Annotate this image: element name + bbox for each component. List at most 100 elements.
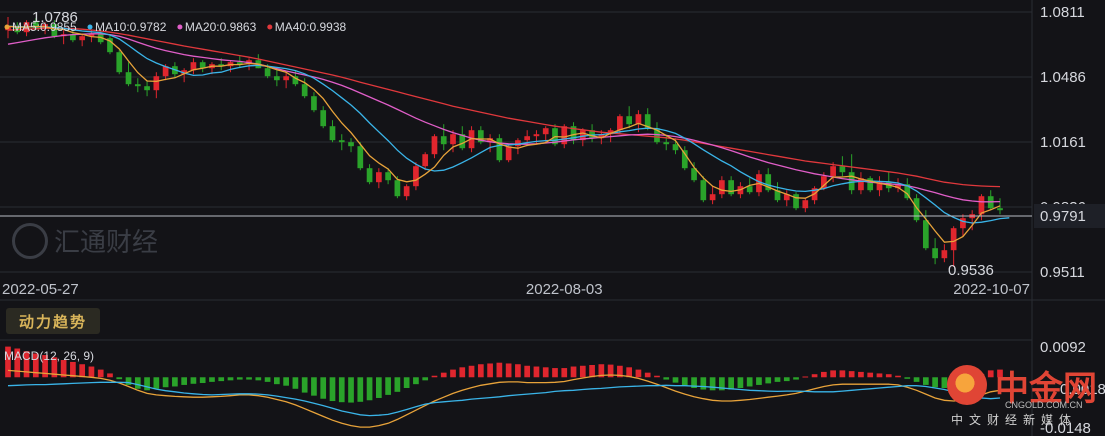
macd-histogram-bar <box>88 366 95 378</box>
candle-body <box>348 142 354 147</box>
current-price-box <box>1034 204 1105 228</box>
macd-histogram-bar <box>895 375 901 378</box>
candle-body <box>533 134 540 137</box>
candle-body <box>190 62 197 71</box>
candle-body <box>51 24 58 37</box>
macd-histogram-bar <box>79 364 86 378</box>
candle-body <box>681 150 688 169</box>
candle-body <box>264 68 271 77</box>
macd-histogram-bar <box>181 377 187 385</box>
macd-histogram-bar <box>153 377 160 389</box>
candle-body <box>144 86 150 91</box>
price-tick-label: 1.0486 <box>1040 69 1086 86</box>
candle-body <box>311 96 317 111</box>
macd-histogram-bar <box>162 377 169 388</box>
macd-histogram-bar <box>987 370 994 378</box>
macd-histogram-bar <box>459 367 466 378</box>
macd-histogram-bar <box>14 348 21 378</box>
macd-histogram-bar <box>338 377 345 403</box>
candle-body <box>932 248 938 259</box>
candle-body <box>338 140 345 143</box>
candle-body <box>997 208 1003 211</box>
candle-body <box>728 180 734 195</box>
moving-average-lines <box>7 25 1010 243</box>
panel-title-badge[interactable]: 动力趋势 <box>6 308 100 334</box>
macd-histogram-bar <box>348 377 354 403</box>
macd-histogram-bar <box>542 367 549 378</box>
macd-histogram-bar <box>5 346 11 378</box>
macd-histogram-bar <box>236 377 243 380</box>
candle-body <box>524 136 531 141</box>
legend-dot <box>87 24 93 30</box>
candle-body <box>570 126 577 141</box>
candle-body <box>505 146 512 161</box>
candle-body <box>672 144 679 151</box>
candle-body <box>783 194 790 201</box>
macd-histogram-bar <box>116 377 123 380</box>
macd-histogram-bar <box>607 364 614 378</box>
macd-histogram-bar <box>385 377 391 395</box>
macd-histogram-bar <box>913 377 920 382</box>
macd-label: MACD(12, 26, 9) <box>4 349 94 363</box>
candle-body <box>199 62 206 69</box>
legend-label: MA40:0.9938 <box>275 20 347 34</box>
macd-histogram-bar <box>821 371 827 378</box>
candle-body <box>802 200 809 209</box>
macd-histogram-bar <box>533 366 540 378</box>
candle-body <box>579 130 586 141</box>
candle-body <box>320 110 327 127</box>
macd-histogram-bar <box>617 365 623 378</box>
macd-histogram-bar <box>941 377 948 388</box>
macd-histogram-bar <box>570 366 577 378</box>
macd-histogram-bar <box>997 369 1003 378</box>
macd-histogram-bar <box>904 377 911 379</box>
macd-histogram-bar <box>830 370 836 378</box>
macd-histogram-bar <box>301 377 308 393</box>
macd-histogram-bar <box>311 377 317 396</box>
date-label: 2022-08-03 <box>526 281 603 298</box>
macd-histogram-bar <box>394 377 401 392</box>
macd-histogram-bar <box>672 377 679 383</box>
macd-histogram-bar <box>255 377 262 381</box>
date-label: 2022-10-07 <box>953 281 1030 298</box>
candle-body <box>589 130 595 139</box>
candle-body <box>366 168 373 183</box>
candle-body <box>839 166 846 173</box>
price-axis-ticks: 1.08111.04861.01610.98360.95110.97911.07… <box>32 4 1105 281</box>
candle-body <box>561 126 568 145</box>
macd-histogram-bar <box>867 372 874 378</box>
candle-body <box>329 126 336 141</box>
candle-body <box>895 184 901 189</box>
macd-histogram-bar <box>496 362 503 378</box>
macd-histogram-bar <box>431 375 438 378</box>
candle-body <box>626 116 633 125</box>
date-axis-labels: 2022-05-27 2022-08-03 2022-10-07 <box>2 281 1030 298</box>
candle-body <box>116 52 123 73</box>
macd-histogram-bar <box>357 377 364 402</box>
candle-body <box>97 34 104 43</box>
macd-histogram-bar <box>848 371 855 378</box>
macd-histogram-bar <box>728 377 734 390</box>
candle-body <box>700 180 707 201</box>
logo-mark-icon <box>947 365 987 405</box>
macd-histogram-bar <box>654 375 660 378</box>
macd-histogram-bar <box>644 372 651 378</box>
macd-histogram-bar <box>579 365 586 378</box>
legend-dot <box>4 24 10 30</box>
candle-body <box>950 228 957 251</box>
price-tick-label: 1.0161 <box>1040 134 1086 151</box>
macd-histogram-bar <box>477 364 484 378</box>
price-tick-label: 0.9511 <box>1040 264 1085 281</box>
macd-histogram-bar <box>209 377 215 382</box>
candle-body <box>904 184 911 199</box>
candle-body <box>153 76 160 91</box>
brand-logo: 中金网 CNGOLD.COM.CN 中文财经新媒体 <box>945 355 1105 435</box>
candle-body <box>765 174 772 191</box>
high-label: 1.0786 <box>32 9 78 26</box>
macd-histogram-bar <box>218 377 225 382</box>
legend-label: MA5:0.9855 <box>12 20 77 34</box>
candle-body <box>960 218 966 229</box>
candle-body <box>607 130 614 135</box>
candle-body <box>32 22 39 29</box>
